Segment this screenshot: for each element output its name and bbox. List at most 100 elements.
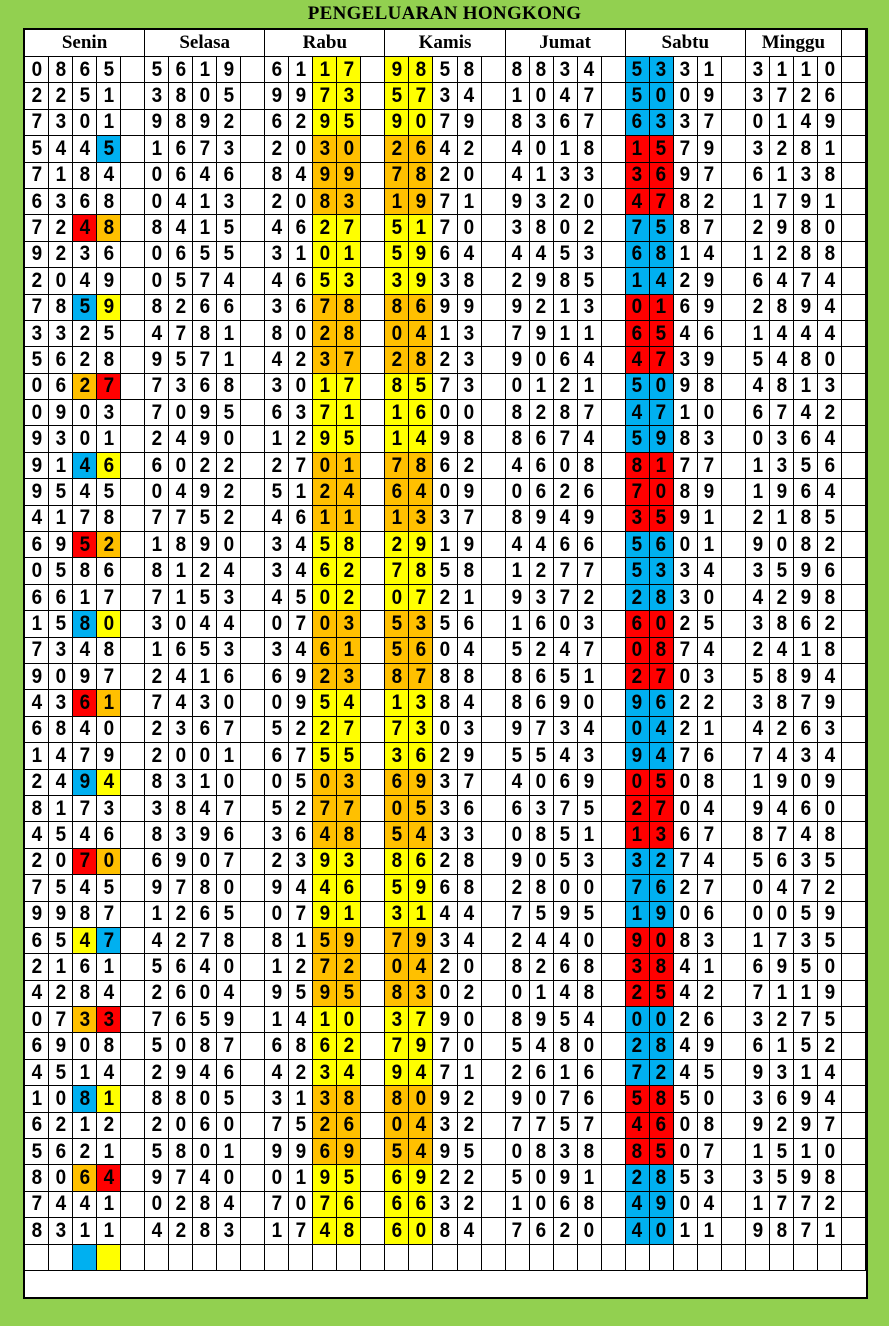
digit-cell-jumat: 1 — [577, 373, 602, 401]
digit: 4 — [175, 189, 186, 213]
digit: 4 — [680, 1060, 691, 1084]
digit-cell-rabu: 5 — [289, 769, 314, 796]
spacer-cell — [361, 83, 386, 110]
digit-cell-sabtu: 5 — [649, 505, 674, 533]
digit: 8 — [175, 84, 186, 108]
digit-cell-jumat: 2 — [505, 875, 530, 902]
digit-cell-minggu: 7 — [769, 927, 794, 955]
digit: 4 — [79, 875, 90, 899]
digit-cell-selasa: 0 — [193, 848, 218, 876]
digit-cell-sabtu: 5 — [625, 558, 650, 585]
digit-cell-minggu: 4 — [817, 1086, 842, 1113]
digit: 6 — [295, 295, 307, 319]
digit: 2 — [79, 374, 90, 398]
header-selasa: Selasa — [145, 30, 266, 57]
digit-cell-senin: 4 — [49, 743, 74, 770]
digit-cell-minggu: 4 — [817, 479, 842, 506]
digit: 3 — [631, 163, 643, 187]
digit-cell-sabtu: 4 — [673, 1033, 698, 1060]
digit: 6 — [511, 796, 523, 820]
digit: 6 — [391, 1166, 403, 1190]
digit-cell-rabu: 7 — [313, 795, 338, 823]
digit: 1 — [704, 506, 715, 530]
digit-cell-selasa: 7 — [145, 584, 170, 612]
digit: 7 — [655, 400, 667, 424]
digit-cell-minggu: 3 — [769, 426, 794, 453]
digit-cell-minggu: 8 — [769, 611, 794, 638]
digit: 7 — [79, 849, 90, 873]
digit-cell-jumat: 0 — [577, 1033, 602, 1060]
digit-cell-jumat: 4 — [505, 136, 530, 163]
digit: 1 — [271, 1007, 283, 1031]
digit-cell-jumat: 1 — [505, 611, 530, 638]
digit-cell-selasa: 8 — [145, 769, 170, 796]
digit-cell-senin: 7 — [73, 505, 98, 533]
digit-cell-jumat: 6 — [505, 795, 530, 823]
digit-cell-sabtu: 8 — [673, 927, 698, 955]
digit-cell-kamis: 4 — [409, 1112, 434, 1140]
digit: 7 — [439, 1060, 451, 1084]
digit: 6 — [79, 1166, 90, 1190]
digit-cell-selasa: 2 — [145, 1059, 170, 1087]
digit-cell-kamis: 8 — [385, 1086, 410, 1113]
digit-cell-sabtu: 2 — [649, 1059, 674, 1087]
digit: 2 — [631, 585, 643, 609]
digit-cell-selasa: 7 — [145, 690, 170, 717]
digit: 5 — [391, 638, 403, 662]
digit-cell-rabu: 3 — [337, 83, 362, 110]
digit: 9 — [583, 506, 595, 530]
digit: 8 — [511, 1007, 523, 1031]
digit: 3 — [800, 163, 811, 187]
digit: 6 — [631, 611, 643, 635]
digit-cell-rabu: 5 — [337, 980, 362, 1008]
digit: 6 — [559, 110, 571, 134]
digit: 2 — [824, 400, 835, 424]
digit: 4 — [680, 981, 691, 1005]
digit: 7 — [535, 1113, 547, 1137]
spacer-cell — [841, 320, 866, 348]
digit-cell-selasa: 4 — [193, 162, 218, 189]
digit: 9 — [439, 427, 451, 451]
digit: 8 — [439, 691, 451, 715]
digit: 4 — [583, 347, 595, 371]
spacer-cell — [481, 611, 506, 638]
digit-cell-selasa: 2 — [145, 743, 170, 770]
digit: 4 — [559, 928, 571, 952]
spacer-cell — [721, 241, 746, 269]
digit-cell-jumat: 8 — [577, 1191, 602, 1219]
digit: 0 — [824, 1139, 835, 1163]
digit: 2 — [223, 506, 234, 530]
digit-cell-selasa: 5 — [217, 1086, 242, 1113]
digit-cell-jumat: 6 — [577, 1086, 602, 1113]
digit-cell-selasa: 8 — [193, 1191, 218, 1219]
digit-cell-kamis: 8 — [409, 558, 434, 585]
digit-cell-jumat: 7 — [529, 716, 554, 744]
spacer-cell — [481, 215, 506, 242]
digit-cell-sabtu: 6 — [697, 320, 722, 348]
digit-cell-jumat: 8 — [529, 57, 554, 84]
digit: 0 — [583, 691, 595, 715]
digit-cell-jumat: 5 — [553, 822, 578, 849]
digit: 7 — [439, 110, 451, 134]
digit: 9 — [439, 1086, 451, 1110]
digit-cell-kamis: 7 — [385, 162, 410, 189]
digit-cell-kamis: 6 — [409, 1191, 434, 1219]
digit: 0 — [535, 347, 547, 371]
digit: 0 — [655, 479, 667, 503]
digit: 6 — [295, 268, 307, 292]
digit-cell-rabu: 7 — [289, 452, 314, 480]
digit: 5 — [752, 664, 763, 688]
digit: 7 — [704, 110, 715, 134]
digit: 7 — [463, 506, 475, 530]
digit-cell-jumat: 4 — [529, 532, 554, 559]
digit: 0 — [151, 479, 162, 503]
digit: 3 — [631, 506, 643, 530]
digit: 7 — [559, 559, 571, 583]
digit: 3 — [295, 400, 307, 424]
digit-cell-rabu: 0 — [265, 901, 290, 928]
digit-cell-selasa: 7 — [217, 716, 242, 744]
digit-cell-rabu: 0 — [313, 452, 338, 480]
digit: 5 — [343, 427, 355, 451]
digit-cell-kamis: 8 — [433, 1218, 458, 1245]
digit-cell-jumat: 8 — [577, 980, 602, 1008]
